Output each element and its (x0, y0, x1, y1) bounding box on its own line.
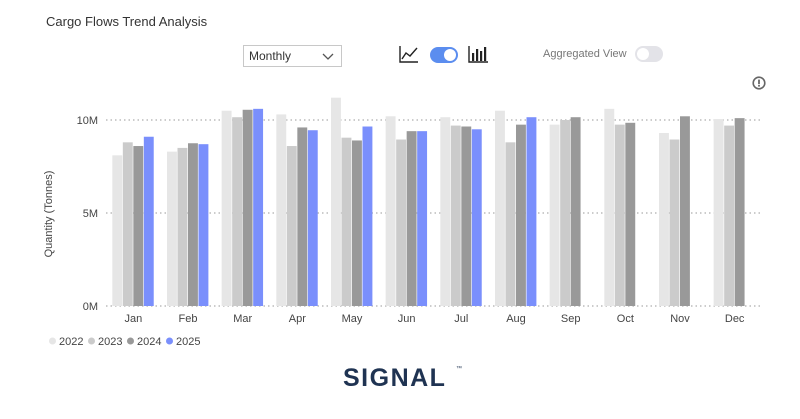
legend-marker-2022 (49, 337, 56, 345)
bar-chart: 0M 5M 10M Jan Feb Mar Apr May Jun Jul Aug Sep Oct No… (43, 97, 762, 348)
x-tick-label: Feb (179, 313, 198, 325)
bars (112, 97, 745, 307)
bar-2024-mar[interactable] (242, 109, 253, 307)
signal-logo: SIGNAL ™ (343, 364, 462, 392)
aggregated-view-toggle[interactable] (635, 46, 663, 62)
aggregated-view-label: Aggregated View (543, 48, 627, 60)
info-icon[interactable] (752, 76, 766, 90)
bar-2023-jan[interactable] (122, 142, 133, 306)
bar-2022-feb[interactable] (167, 151, 177, 306)
y-tick-label: 10M (77, 115, 98, 127)
x-tick-label: Aug (506, 313, 526, 325)
bar-2024-jan[interactable] (133, 146, 144, 306)
bar-2024-feb[interactable] (188, 143, 198, 306)
bar-2024-jun[interactable] (406, 131, 417, 306)
period-select[interactable]: Monthly (243, 45, 342, 67)
y-axis-ticks: 0M 5M 10M (77, 115, 98, 313)
bar-2025-jun[interactable] (417, 131, 428, 306)
bar-2023-aug[interactable] (505, 142, 516, 306)
bar-2022-apr[interactable] (276, 114, 287, 306)
x-tick-label: Jan (124, 313, 142, 325)
bar-2023-nov[interactable] (669, 139, 680, 306)
x-tick-label: Dec (725, 313, 745, 325)
bar-2023-jul[interactable] (450, 125, 461, 306)
bar-2023-dec[interactable] (724, 125, 735, 306)
bar-2022-nov[interactable] (659, 133, 669, 306)
bar-2022-oct[interactable] (604, 108, 615, 306)
logo-trademark: ™ (456, 365, 462, 372)
y-tick-label: 0M (83, 301, 98, 313)
legend-marker-2023 (88, 337, 95, 345)
bar-2025-aug[interactable] (526, 117, 537, 307)
bar-2022-sep[interactable] (549, 124, 560, 307)
x-tick-label: Jun (398, 313, 416, 325)
legend-marker-2024 (127, 337, 134, 345)
bar-2022-jul[interactable] (440, 117, 451, 307)
line-chart-icon[interactable] (398, 44, 420, 64)
legend-marker-2025 (166, 337, 173, 345)
x-tick-label: Oct (617, 313, 634, 325)
bar-chart-icon[interactable] (467, 44, 489, 64)
x-tick-label: Nov (670, 313, 690, 325)
aggregated-view-toggle-knob (637, 48, 649, 60)
bar-2022-mar[interactable] (221, 110, 232, 306)
bar-2025-apr[interactable] (307, 130, 318, 306)
bar-2022-jun[interactable] (385, 116, 396, 306)
bar-2024-apr[interactable] (297, 127, 308, 306)
legend: 2022 2023 2024 2025 (49, 336, 200, 348)
x-tick-label: Jul (454, 313, 468, 325)
bar-2025-may[interactable] (362, 126, 373, 306)
bar-2023-mar[interactable] (232, 117, 243, 307)
gridlines (106, 119, 762, 307)
y-axis-label: Quantity (Tonnes) (43, 171, 55, 258)
x-tick-label: May (342, 313, 363, 325)
bar-2025-mar[interactable] (253, 108, 264, 306)
bar-2022-jan[interactable] (112, 155, 123, 306)
bar-2023-sep[interactable] (560, 120, 571, 306)
bar-2023-may[interactable] (341, 137, 352, 306)
bar-2024-nov[interactable] (680, 116, 690, 306)
bar-2024-oct[interactable] (625, 122, 636, 306)
x-tick-label: Apr (289, 313, 306, 325)
x-tick-label: Sep (561, 313, 581, 325)
chevron-down-icon (322, 53, 334, 60)
bar-2022-may[interactable] (331, 97, 341, 307)
legend-label-2022[interactable]: 2022 (59, 336, 83, 348)
x-axis-ticks: Jan Feb Mar Apr May Jun Jul Aug Sep Oct Nov Dec (124, 313, 744, 325)
bar-2022-aug[interactable] (495, 110, 505, 306)
legend-label-2025[interactable]: 2025 (176, 336, 200, 348)
bar-2023-apr[interactable] (286, 146, 297, 306)
bar-2025-jan[interactable] (143, 136, 154, 306)
page-title: Cargo Flows Trend Analysis (46, 14, 208, 29)
bar-2024-sep[interactable] (570, 117, 581, 307)
x-tick-label: Mar (233, 313, 252, 325)
period-select-value: Monthly (249, 49, 292, 63)
chart-mode-toggle[interactable] (430, 47, 458, 63)
legend-label-2024[interactable]: 2024 (137, 336, 161, 348)
bar-2024-may[interactable] (352, 140, 362, 306)
y-tick-label: 5M (83, 208, 98, 220)
bar-2024-jul[interactable] (461, 126, 472, 306)
bar-2024-dec[interactable] (734, 118, 745, 306)
chart-mode-toggle-knob (444, 49, 456, 61)
bar-2023-jun[interactable] (396, 139, 407, 306)
logo-text: SIGNAL (343, 364, 446, 392)
bar-2023-oct[interactable] (614, 124, 625, 307)
bar-2022-dec[interactable] (713, 119, 724, 306)
bar-2024-aug[interactable] (516, 124, 526, 307)
bar-2025-feb[interactable] (198, 144, 209, 306)
bar-2025-jul[interactable] (471, 129, 482, 306)
legend-label-2023[interactable]: 2023 (98, 336, 122, 348)
bar-2023-feb[interactable] (177, 147, 188, 306)
